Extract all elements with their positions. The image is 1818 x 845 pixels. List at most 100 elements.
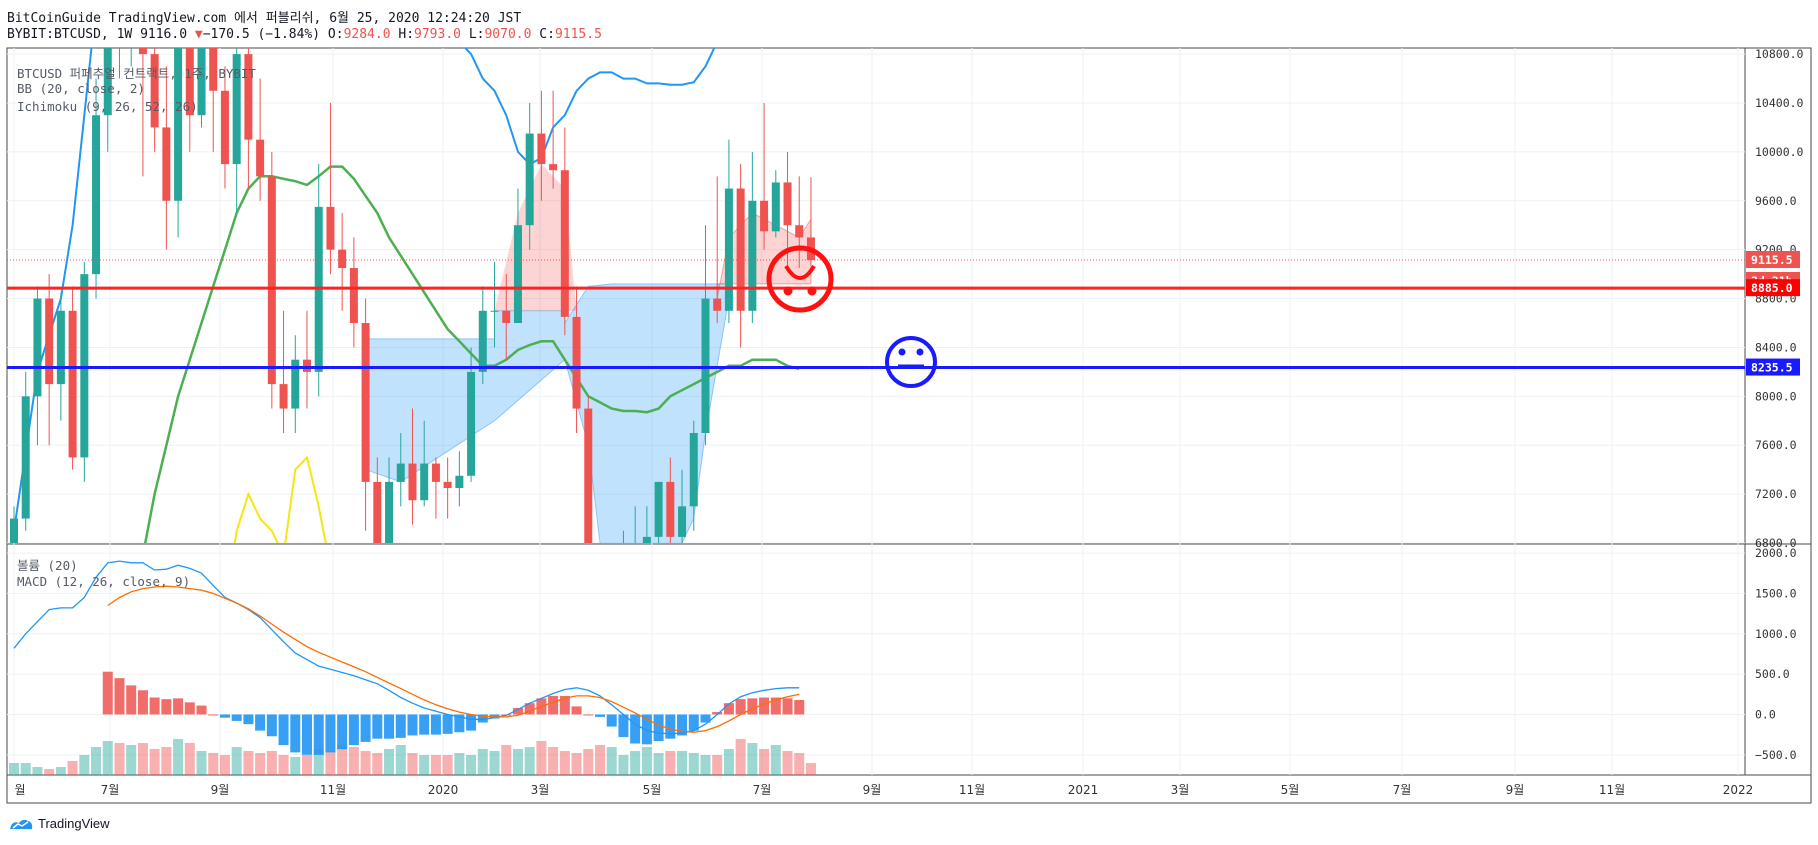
time-tick-label: 3월	[1171, 783, 1190, 797]
volume-bar	[688, 753, 699, 775]
brand-name: TradingView	[38, 816, 110, 831]
last-price: 9116.0	[140, 27, 188, 42]
macd-histogram-bar	[231, 714, 242, 721]
candle-down	[349, 268, 358, 323]
face-outline	[885, 336, 937, 388]
volume-bar	[325, 751, 336, 775]
macd-histogram-bar	[512, 708, 523, 715]
time-tick-label: 9월	[1506, 783, 1525, 797]
time-tick-label: 9월	[863, 783, 882, 797]
macd-histogram-bar	[454, 714, 465, 733]
volume-bar	[723, 749, 734, 775]
volume-bar	[337, 745, 348, 775]
tradingview-logo[interactable]: TradingView	[8, 816, 110, 831]
macd-histogram-bar	[255, 714, 266, 731]
legend-volume[interactable]: 볼륨 (20)	[17, 558, 78, 573]
published-info: BitCoinGuide TradingView.com 에서 퍼블리쉬, 6월…	[7, 11, 522, 26]
candle-down	[736, 188, 745, 311]
face-eye	[807, 286, 817, 296]
candle-up	[654, 481, 663, 537]
macd-histogram-bar	[161, 699, 172, 715]
legend-bb[interactable]: BB (20, close, 2)	[17, 81, 145, 96]
macd-histogram-bar	[747, 698, 758, 715]
time-tick-label: 7월	[101, 783, 120, 797]
time-tick-label: 5월	[1281, 783, 1300, 797]
volume-bar	[161, 747, 172, 775]
candle-down	[220, 90, 229, 165]
candle-down	[431, 463, 440, 482]
volume-bar	[477, 749, 488, 775]
volume-bar	[32, 767, 43, 775]
candle-down	[338, 249, 347, 268]
macd-histogram-bar	[173, 698, 184, 715]
volume-bar	[407, 753, 418, 775]
legend-ichimoku[interactable]: Ichimoku (9, 26, 52, 26)	[17, 99, 198, 114]
macd-histogram-bar	[137, 690, 148, 715]
candle-down	[443, 481, 452, 488]
price-tick-label: 8000.0	[1755, 389, 1797, 403]
time-tick-label: 5월	[643, 783, 662, 797]
macd-histogram-bar	[559, 695, 570, 715]
candle-down	[138, 48, 147, 55]
volume-bar	[196, 751, 207, 775]
candle-up	[127, 0, 135, 30]
macd-histogram-bar	[278, 714, 289, 746]
time-tick-label: 7월	[753, 783, 772, 797]
candle-up	[396, 463, 405, 482]
volume-bar	[114, 743, 125, 775]
macd-histogram-bar	[571, 706, 582, 715]
volume-bar	[571, 753, 582, 775]
price-tick-label: 7600.0	[1755, 438, 1797, 452]
time-tick-label: 3월	[531, 783, 550, 797]
volume-bar	[137, 743, 148, 775]
candle-up	[56, 310, 65, 385]
macd-histogram-bar	[266, 714, 277, 737]
volume-bar	[126, 745, 137, 775]
tradingview-logo-icon	[10, 819, 33, 829]
volume-bar	[665, 751, 676, 775]
macd-histogram-bar	[665, 714, 676, 739]
macd-histogram-bar	[677, 714, 688, 736]
candle-up	[103, 48, 112, 116]
macd-histogram-bar	[595, 714, 605, 717]
macd-histogram-bar	[442, 714, 453, 734]
macd-histogram-bar	[735, 699, 746, 715]
candle-up	[80, 274, 89, 458]
volume-bar	[55, 767, 66, 775]
volume-bar	[278, 755, 289, 775]
candle-up	[771, 182, 780, 232]
legend-symbol[interactable]: BTCUSD 퍼페추얼 컨트랙트, 1주, BYBIT	[17, 66, 256, 81]
macd-histogram-bar	[325, 714, 336, 753]
price-tick-label: 8400.0	[1755, 340, 1797, 354]
candle-up	[420, 463, 429, 501]
bottom-pane	[9, 560, 816, 775]
legend-macd[interactable]: MACD (12, 26, close, 9)	[17, 574, 191, 589]
candle-up	[291, 359, 300, 409]
volume-bar	[302, 755, 312, 775]
volume-bar	[372, 753, 383, 775]
candle-up	[92, 115, 101, 275]
macd-histogram-bar	[782, 698, 793, 715]
volume-bar	[173, 739, 184, 775]
macd-histogram-bar	[548, 695, 559, 715]
main-pane	[10, 0, 815, 543]
price-tick-label: 10000.0	[1755, 145, 1804, 159]
time-tick-label: 7월	[1393, 783, 1412, 797]
grid-lines	[7, 48, 1745, 775]
candle-down	[150, 54, 159, 128]
high-label: H:	[398, 27, 415, 42]
macd-histogram-bar	[524, 703, 535, 715]
volume-bar	[266, 751, 277, 775]
macd-histogram-bar	[313, 714, 324, 755]
high-value: 9793.0	[414, 27, 461, 42]
macd-histogram-bar	[243, 714, 254, 725]
volume-bar	[442, 755, 453, 775]
volume-bar	[606, 747, 617, 775]
candle-down	[666, 481, 675, 537]
close-label: C:	[539, 27, 555, 42]
candle-down	[267, 176, 276, 385]
macd-histogram-bar	[290, 714, 301, 753]
volume-bar	[524, 747, 535, 775]
candle-down	[560, 170, 569, 317]
